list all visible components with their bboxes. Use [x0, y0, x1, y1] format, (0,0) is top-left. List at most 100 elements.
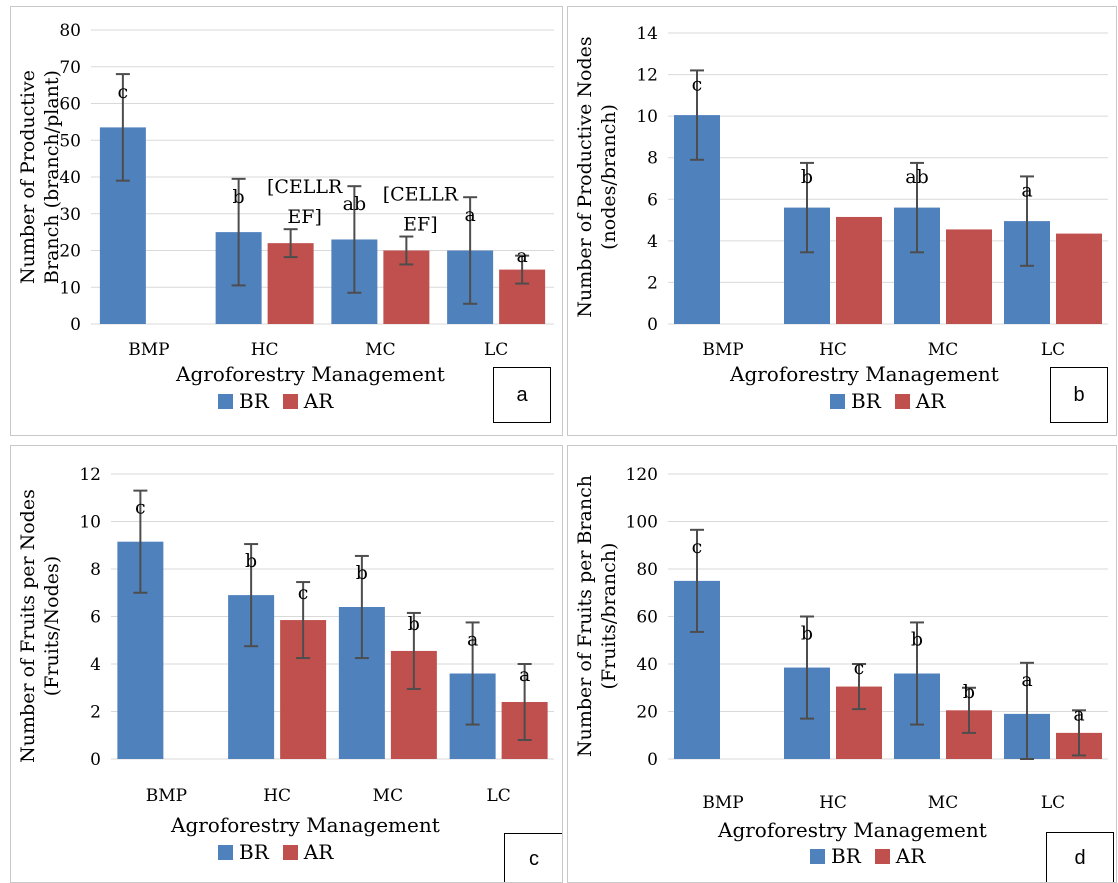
- y-tick-label: 30: [59, 205, 81, 225]
- legend-a: BR AR: [218, 389, 347, 413]
- significance-letter: b: [911, 628, 923, 650]
- significance-letter-line: [CELLR: [267, 176, 343, 198]
- legend-item-br: BR: [810, 844, 861, 868]
- significance-letter-line: c: [692, 74, 703, 96]
- chart-panel-a: 0 10 20 30 40 50 60 70 80 BMP HC MC LC c b [CELLR EF] ab[…: [10, 6, 563, 436]
- x-axis-title-c: Agroforestry Management: [171, 813, 440, 837]
- legend-item-br: BR: [218, 840, 269, 864]
- y-tick-label: 40: [59, 168, 81, 188]
- legend-label-ar: AR: [895, 844, 926, 868]
- legend-item-br: BR: [218, 389, 269, 413]
- significance-letter-line: a: [1021, 180, 1032, 202]
- bar-ar: [946, 229, 992, 324]
- y-tick-label: 6: [647, 190, 658, 210]
- x-axis-title-b: Agroforestry Management: [730, 362, 999, 386]
- panel-letter-d: d: [1046, 832, 1114, 882]
- y-tick-label: 0: [90, 750, 101, 770]
- significance-letter: c: [692, 536, 703, 558]
- legend-swatch-br: [830, 393, 845, 409]
- legend-item-br: BR: [830, 389, 881, 413]
- legend-swatch-ar: [282, 844, 298, 860]
- significance-letter: ab: [343, 193, 367, 215]
- significance-letter-line: a: [519, 664, 530, 686]
- x-tick-label: MC: [365, 340, 395, 360]
- significance-letter: c: [118, 81, 129, 103]
- x-tick-label: MC: [928, 793, 958, 813]
- significance-letter: b: [356, 562, 368, 584]
- significance-letter-line: EF]: [287, 206, 321, 228]
- y-tick-label: 10: [79, 513, 101, 533]
- y-tick-label: 40: [636, 655, 658, 675]
- x-axis-title-a: Agroforestry Management: [176, 362, 445, 386]
- legend-swatch-ar: [282, 393, 298, 409]
- significance-letter-line: c: [298, 582, 309, 604]
- x-tick-label: LC: [1041, 793, 1065, 813]
- y-tick-label: 12: [79, 465, 101, 485]
- y-tick-label: 60: [636, 608, 658, 628]
- significance-letter-line: a: [467, 628, 478, 650]
- significance-letter: b: [233, 186, 245, 208]
- significance-letter: a: [519, 664, 530, 686]
- legend-swatch-br: [810, 848, 825, 864]
- y-axis-title-a: Number of Productive Branch (branch/plan…: [17, 70, 63, 284]
- panel-letter-a: a: [493, 367, 551, 423]
- y-tick-label: 10: [59, 278, 81, 298]
- y-axis-title-d: Number of Fruits per Branch (Fruits/bran…: [574, 475, 620, 757]
- bar-ar: [1056, 233, 1102, 324]
- x-tick-label: HC: [819, 793, 847, 813]
- significance-letter: c: [854, 657, 865, 679]
- y-tick-label: 0: [647, 750, 658, 770]
- legend-item-ar: AR: [894, 389, 946, 413]
- significance-letter-line: b: [963, 681, 975, 703]
- significance-letter: a: [516, 245, 527, 267]
- significance-letter: a: [1021, 669, 1032, 691]
- significance-letter-line: [CELLR: [383, 184, 459, 206]
- y-tick-label: 14: [636, 24, 658, 44]
- y-tick-label: 12: [636, 66, 658, 86]
- x-tick-label: LC: [1041, 340, 1065, 360]
- significance-letter: b: [801, 622, 813, 644]
- y-axis-title-c: Number of Fruits per Nodes (Fruits/Nodes…: [17, 489, 63, 763]
- significance-letter: c: [692, 74, 703, 96]
- y-tick-label: 4: [647, 232, 658, 252]
- legend-label-ar: AR: [915, 389, 946, 413]
- y-tick-label: 2: [90, 703, 101, 723]
- significance-letter-line: EF]: [403, 214, 437, 236]
- x-tick-label: LC: [486, 786, 510, 806]
- y-tick-label: 6: [90, 608, 101, 628]
- significance-letter-line: b: [356, 562, 368, 584]
- significance-letter: b: [963, 681, 975, 703]
- x-tick-label: BMP: [702, 793, 743, 813]
- y-tick-label: 0: [647, 315, 658, 335]
- x-tick-label: BMP: [146, 786, 187, 806]
- y-tick-label: 70: [59, 58, 81, 78]
- y-tick-label: 100: [626, 513, 658, 533]
- y-tick-label: 8: [90, 560, 101, 580]
- significance-letter: ab: [905, 166, 929, 188]
- y-tick-label: 4: [90, 655, 101, 675]
- significance-letter-line: b: [801, 622, 813, 644]
- legend-item-ar: AR: [282, 840, 334, 864]
- legend-label-br: BR: [239, 389, 269, 413]
- significance-letter-line: ab: [343, 193, 367, 215]
- chart-plot-b: 0 2 4 6 8 10 12 14 BMP HC MC LC c b ab a: [636, 24, 1108, 360]
- significance-letter: a: [1073, 703, 1084, 725]
- legend-swatch-br: [218, 844, 233, 860]
- x-axis-title-d: Agroforestry Management: [718, 818, 987, 842]
- legend-d: BR AR: [810, 844, 939, 868]
- significance-letter-line: c: [135, 497, 146, 519]
- significance-letter-line: b: [408, 613, 420, 635]
- significance-letter: a: [467, 628, 478, 650]
- significance-letter-line: a: [516, 245, 527, 267]
- significance-letter-line: b: [245, 550, 257, 572]
- legend-label-ar: AR: [303, 840, 334, 864]
- significance-letter-line: c: [854, 657, 865, 679]
- y-tick-label: 20: [59, 242, 81, 262]
- x-tick-label: LC: [484, 340, 508, 360]
- y-tick-label: 80: [59, 21, 81, 41]
- significance-letter-line: c: [118, 81, 129, 103]
- y-axis-title-b: Number of Productive Nodes (nodes/branch…: [574, 36, 620, 318]
- x-tick-label: MC: [928, 340, 958, 360]
- y-tick-label: 8: [647, 149, 658, 169]
